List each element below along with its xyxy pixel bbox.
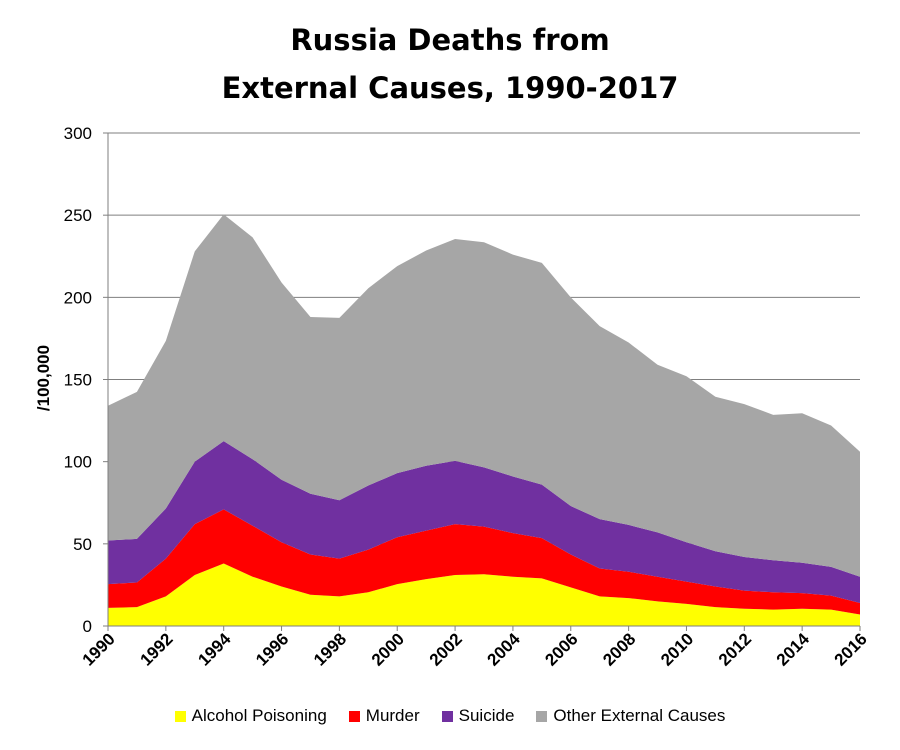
y-tick-label: 50 <box>73 535 92 554</box>
chart-title-line1: Russia Deaths from <box>290 23 610 57</box>
x-tick-label: 2012 <box>715 629 755 669</box>
x-tick-label: 1994 <box>194 629 235 670</box>
legend-label: Murder <box>365 706 420 725</box>
area-series-other-external-causes <box>108 214 860 577</box>
y-tick-label: 300 <box>64 124 92 143</box>
legend-item: Other External Causes <box>536 706 725 726</box>
x-tick-label: 1992 <box>136 629 176 669</box>
legend-label: Suicide <box>458 706 515 725</box>
x-tick-label: 2002 <box>426 629 466 669</box>
chart-legend: Alcohol Poisoning Murder Suicide Other Exte… <box>0 706 900 726</box>
x-tick-label: 2008 <box>599 629 639 669</box>
area-series-suicide <box>108 441 860 603</box>
area-series-murder <box>108 509 860 615</box>
legend-swatch <box>536 710 548 722</box>
y-tick-label: 200 <box>64 288 92 307</box>
x-tick-label: 2000 <box>368 629 408 669</box>
x-tick-label: 1996 <box>252 629 292 669</box>
chart-title-line2: External Causes, 1990-2017 <box>221 71 679 105</box>
legend-swatch <box>348 710 360 722</box>
x-tick-label: 2014 <box>773 629 814 670</box>
y-tick-label: 0 <box>83 617 92 636</box>
legend-label: Other External Causes <box>553 706 726 725</box>
x-tick-label: 1998 <box>310 629 350 669</box>
y-tick-label: 250 <box>64 206 92 225</box>
area-series-alcohol-poisoning <box>108 563 860 626</box>
x-tick-label: 2006 <box>541 629 581 669</box>
x-tick-label: 2010 <box>657 629 697 669</box>
x-tick-label: 2004 <box>484 629 525 670</box>
y-axis-label: /100,000 <box>34 345 53 411</box>
y-tick-label: 100 <box>64 453 92 472</box>
legend-label: Alcohol Poisoning <box>191 706 327 725</box>
x-tick-label: 2016 <box>831 629 871 669</box>
legend-item: Murder <box>348 706 420 726</box>
legend-swatch <box>441 710 453 722</box>
legend-swatch <box>174 710 186 722</box>
y-tick-label: 150 <box>64 371 92 390</box>
legend-item: Alcohol Poisoning <box>174 706 327 726</box>
legend-item: Suicide <box>441 706 515 726</box>
